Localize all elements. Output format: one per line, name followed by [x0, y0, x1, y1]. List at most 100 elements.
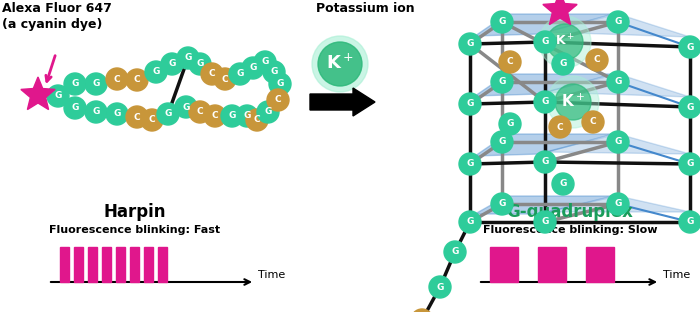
- Polygon shape: [475, 74, 613, 96]
- Text: Fluorescence blinking: Fast: Fluorescence blinking: Fast: [50, 225, 220, 235]
- Circle shape: [552, 173, 574, 195]
- Polygon shape: [543, 0, 577, 25]
- Bar: [130, 247, 139, 282]
- Text: G: G: [686, 42, 694, 51]
- Bar: [490, 247, 518, 282]
- Circle shape: [679, 211, 700, 233]
- Text: G: G: [164, 110, 172, 119]
- Circle shape: [539, 16, 591, 68]
- Text: K$^+$: K$^+$: [555, 33, 575, 49]
- Circle shape: [491, 131, 513, 153]
- Circle shape: [312, 36, 368, 92]
- Circle shape: [491, 11, 513, 33]
- Text: K$^+$: K$^+$: [326, 53, 354, 73]
- Text: G: G: [168, 60, 176, 69]
- Text: G: G: [237, 70, 244, 79]
- Circle shape: [318, 42, 362, 86]
- Text: G: G: [466, 40, 474, 48]
- Circle shape: [177, 47, 199, 69]
- Polygon shape: [545, 134, 690, 154]
- Text: G: G: [615, 199, 622, 208]
- Text: C: C: [507, 57, 513, 66]
- Bar: [102, 247, 111, 282]
- Circle shape: [459, 33, 481, 55]
- Text: G: G: [92, 80, 99, 89]
- Text: G: G: [153, 67, 160, 76]
- Text: C: C: [197, 108, 203, 116]
- Text: G: G: [466, 100, 474, 109]
- Circle shape: [491, 71, 513, 93]
- Text: G: G: [466, 159, 474, 168]
- Circle shape: [459, 211, 481, 233]
- Bar: [586, 247, 614, 282]
- Text: G: G: [498, 77, 505, 86]
- Circle shape: [582, 111, 604, 133]
- Circle shape: [236, 105, 258, 127]
- Circle shape: [204, 105, 226, 127]
- Circle shape: [679, 96, 700, 118]
- Text: G: G: [615, 17, 622, 27]
- Text: C: C: [274, 95, 281, 105]
- Text: C: C: [134, 113, 140, 121]
- Text: G: G: [498, 138, 505, 147]
- Circle shape: [157, 103, 179, 125]
- Text: Fluorescence blinking: Slow: Fluorescence blinking: Slow: [483, 225, 657, 235]
- Text: G: G: [276, 80, 284, 89]
- Circle shape: [555, 84, 591, 120]
- Text: C: C: [134, 76, 140, 85]
- Text: Time: Time: [663, 270, 690, 280]
- Text: (a cyanin dye): (a cyanin dye): [2, 18, 102, 31]
- Text: G: G: [686, 103, 694, 111]
- Text: G: G: [541, 97, 549, 106]
- Text: G: G: [559, 179, 567, 188]
- Circle shape: [552, 53, 574, 75]
- FancyArrow shape: [310, 88, 375, 116]
- Text: G: G: [113, 110, 120, 119]
- Circle shape: [221, 105, 243, 127]
- Circle shape: [47, 85, 69, 107]
- Circle shape: [145, 61, 167, 83]
- Circle shape: [106, 103, 128, 125]
- Text: C: C: [209, 70, 216, 79]
- Circle shape: [106, 68, 128, 90]
- Circle shape: [257, 101, 279, 123]
- Circle shape: [141, 109, 163, 131]
- Text: G: G: [541, 158, 549, 167]
- Bar: [88, 247, 97, 282]
- Text: G: G: [265, 108, 272, 116]
- Text: Time: Time: [258, 270, 286, 280]
- Polygon shape: [21, 77, 55, 110]
- Circle shape: [444, 241, 466, 263]
- Text: G: G: [541, 217, 549, 227]
- Circle shape: [459, 153, 481, 175]
- Circle shape: [499, 113, 521, 135]
- Circle shape: [175, 96, 197, 118]
- Circle shape: [607, 131, 629, 153]
- Circle shape: [534, 31, 556, 53]
- Circle shape: [126, 106, 148, 128]
- Circle shape: [85, 101, 107, 123]
- Text: G: G: [615, 77, 622, 86]
- Circle shape: [189, 53, 211, 75]
- Circle shape: [549, 116, 571, 138]
- Text: G: G: [559, 60, 567, 69]
- Polygon shape: [475, 134, 613, 156]
- Text: G: G: [55, 91, 62, 100]
- Text: C: C: [253, 115, 260, 124]
- Text: G: G: [228, 111, 236, 120]
- Text: G: G: [615, 138, 622, 147]
- Circle shape: [229, 63, 251, 85]
- Text: Harpin: Harpin: [104, 203, 167, 221]
- Text: C: C: [113, 75, 120, 84]
- Circle shape: [607, 11, 629, 33]
- Text: C: C: [589, 118, 596, 126]
- Circle shape: [547, 24, 583, 60]
- Circle shape: [85, 73, 107, 95]
- Circle shape: [254, 51, 276, 73]
- Text: K$^+$: K$^+$: [561, 92, 585, 110]
- Bar: [116, 247, 125, 282]
- Text: C: C: [148, 115, 155, 124]
- Text: C: C: [211, 111, 218, 120]
- Bar: [74, 247, 83, 282]
- Circle shape: [586, 49, 608, 71]
